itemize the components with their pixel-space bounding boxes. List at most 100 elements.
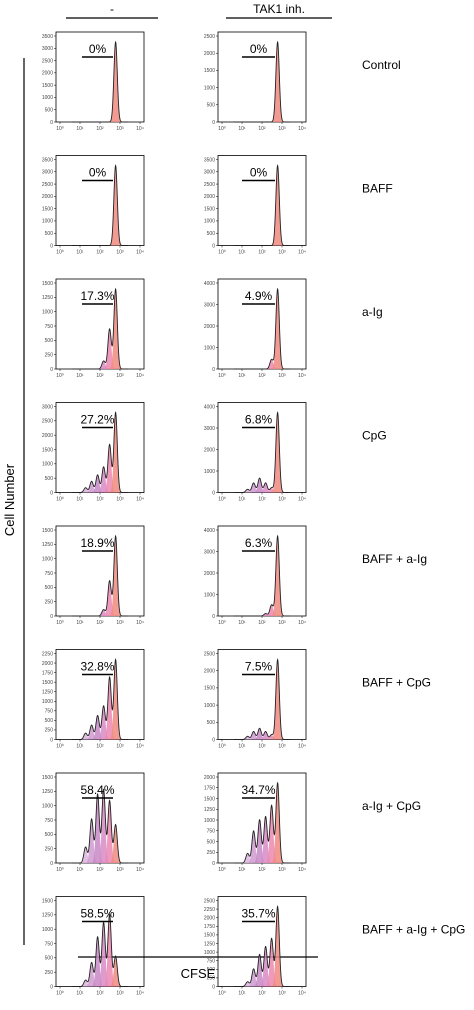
- y-tick-label: 2500: [204, 651, 215, 657]
- panel-cpg-untreated: 0 500 1000 1500 2000 2500 3000 10⁰ 10¹ 10² 10³ 10⁴ 2…: [42, 402, 145, 503]
- x-tick-label: 10²: [96, 620, 104, 626]
- y-tick-label: 1500: [42, 775, 53, 781]
- y-tick-label: 0: [212, 737, 215, 743]
- y-tick-label: 750: [207, 829, 216, 835]
- y-tick-label: 1000: [204, 469, 215, 475]
- x-tick-label: 10⁰: [56, 250, 64, 256]
- y-tick-label: 1000: [204, 592, 215, 598]
- division-peak-2: [96, 361, 111, 369]
- y-tick-label: 750: [45, 818, 54, 824]
- x-tick-label: 10³: [278, 373, 286, 379]
- division-peak-0: [270, 42, 285, 122]
- panel-baff-a-ig-untreated: 0 250 500 750 1000 1250 1500 10⁰ 10¹ 10² 10³ 10⁴ 18.…: [42, 525, 145, 626]
- division-peak-4: [246, 482, 261, 493]
- division-peak-3: [252, 819, 267, 863]
- x-tick-label: 10¹: [76, 867, 84, 873]
- y-tick-label: 1000: [42, 927, 53, 933]
- division-peak-1: [264, 938, 279, 987]
- division-peak-5: [240, 853, 255, 863]
- division-peak-3: [90, 794, 105, 863]
- x-tick-label: 10⁴: [298, 991, 306, 997]
- division-peak-0: [108, 956, 123, 987]
- division-peak-3: [252, 478, 267, 493]
- y-tick-label: 1000: [204, 345, 215, 351]
- row-label-baff-cpg: BAFF + CpG: [362, 676, 431, 690]
- x-tick-label: 10³: [116, 867, 124, 873]
- division-peak-5: [240, 736, 255, 740]
- y-tick-label: 1500: [42, 447, 53, 453]
- y-tick-label: 500: [45, 108, 54, 114]
- row-label-a-ig: a-Ig: [362, 305, 383, 319]
- division-peak-5: [78, 980, 93, 987]
- division-peak-1: [264, 487, 279, 493]
- division-peak-2: [96, 922, 111, 987]
- division-peak-4: [246, 968, 261, 987]
- x-tick-label: 10²: [96, 126, 104, 132]
- histogram-outline: [234, 411, 290, 493]
- x-tick-label: 10²: [258, 497, 266, 503]
- y-tick-label: 2500: [204, 34, 215, 40]
- y-tick-label: 1000: [204, 85, 215, 91]
- division-peak-2: [96, 705, 111, 740]
- y-tick-label: 1000: [204, 703, 215, 709]
- panel-cpg-tak1: 0 1000 2000 3000 4000 10⁰ 10¹ 10² 10³ 10⁴ 6.8%: [204, 402, 307, 503]
- x-tick-label: 10¹: [76, 620, 84, 626]
- x-tick-label: 10³: [278, 991, 286, 997]
- x-tick-label: 10⁰: [218, 620, 226, 626]
- division-peak-4: [246, 831, 261, 863]
- y-tick-label: 4000: [204, 404, 215, 410]
- histogram-outline: [72, 788, 128, 864]
- y-tick-label: 1000: [42, 803, 53, 809]
- x-tick-label: 10²: [96, 867, 104, 873]
- division-peak-0: [108, 412, 123, 493]
- x-tick-label: 10¹: [76, 497, 84, 503]
- y-tick-label: 1500: [204, 933, 215, 939]
- histogram-outline: [234, 287, 290, 370]
- y-tick-label: 1000: [42, 699, 53, 705]
- x-tick-label: 10⁴: [136, 250, 144, 256]
- division-peak-2: [96, 789, 111, 863]
- y-tick-label: 2000: [204, 571, 215, 577]
- y-tick-label: 0: [212, 120, 215, 126]
- x-tick-label: 10⁰: [218, 744, 226, 750]
- division-peak-1: [264, 604, 279, 616]
- y-tick-label: 1500: [204, 68, 215, 74]
- y-tick-label: 2000: [42, 194, 53, 200]
- x-tick-label: 10¹: [238, 991, 246, 997]
- column-header-tak1-inhibitor: TAK1 inh.: [253, 2, 305, 16]
- percent-divided-label: 35.7%: [241, 907, 275, 921]
- y-tick-label: 0: [50, 120, 53, 126]
- division-peak-5: [240, 981, 255, 987]
- x-tick-label: 10¹: [76, 991, 84, 997]
- y-tick-label: 500: [45, 956, 54, 962]
- y-tick-label: 750: [207, 959, 216, 965]
- y-tick-label: 1000: [42, 556, 53, 562]
- division-peak-0: [108, 42, 123, 122]
- y-tick-label: 500: [45, 476, 54, 482]
- division-peak-0: [270, 536, 285, 616]
- division-peak-0: [270, 783, 285, 863]
- percent-divided-label: 0%: [250, 42, 268, 56]
- x-tick-label: 10⁴: [298, 250, 306, 256]
- x-tick-label: 10¹: [238, 620, 246, 626]
- panel-a-ig-tak1: 0 1000 2000 3000 4000 10⁰ 10¹ 10² 10³ 10⁴ 4.9%: [204, 278, 307, 379]
- y-tick-label: 250: [207, 850, 216, 856]
- division-peak-2: [96, 609, 111, 616]
- x-tick-label: 10²: [96, 497, 104, 503]
- division-peak-1: [102, 580, 117, 616]
- panel-control-untreated: 0 500 1000 1500 2000 2500 3000 3500 10⁰ 10¹ 10² 10³…: [42, 31, 145, 132]
- division-peak-3: [252, 728, 267, 740]
- division-peak-2: [258, 613, 273, 616]
- x-tick-label: 10³: [116, 126, 124, 132]
- x-tick-label: 10¹: [76, 373, 84, 379]
- x-tick-label: 10¹: [238, 250, 246, 256]
- x-tick-label: 10⁴: [298, 620, 306, 626]
- division-peak-0: [108, 536, 123, 616]
- y-tick-label: 250: [207, 976, 216, 982]
- y-tick-label: 250: [45, 728, 54, 734]
- y-tick-label: 3500: [42, 157, 53, 163]
- percent-divided-label: 18.9%: [80, 536, 114, 550]
- division-peak-5: [78, 847, 93, 863]
